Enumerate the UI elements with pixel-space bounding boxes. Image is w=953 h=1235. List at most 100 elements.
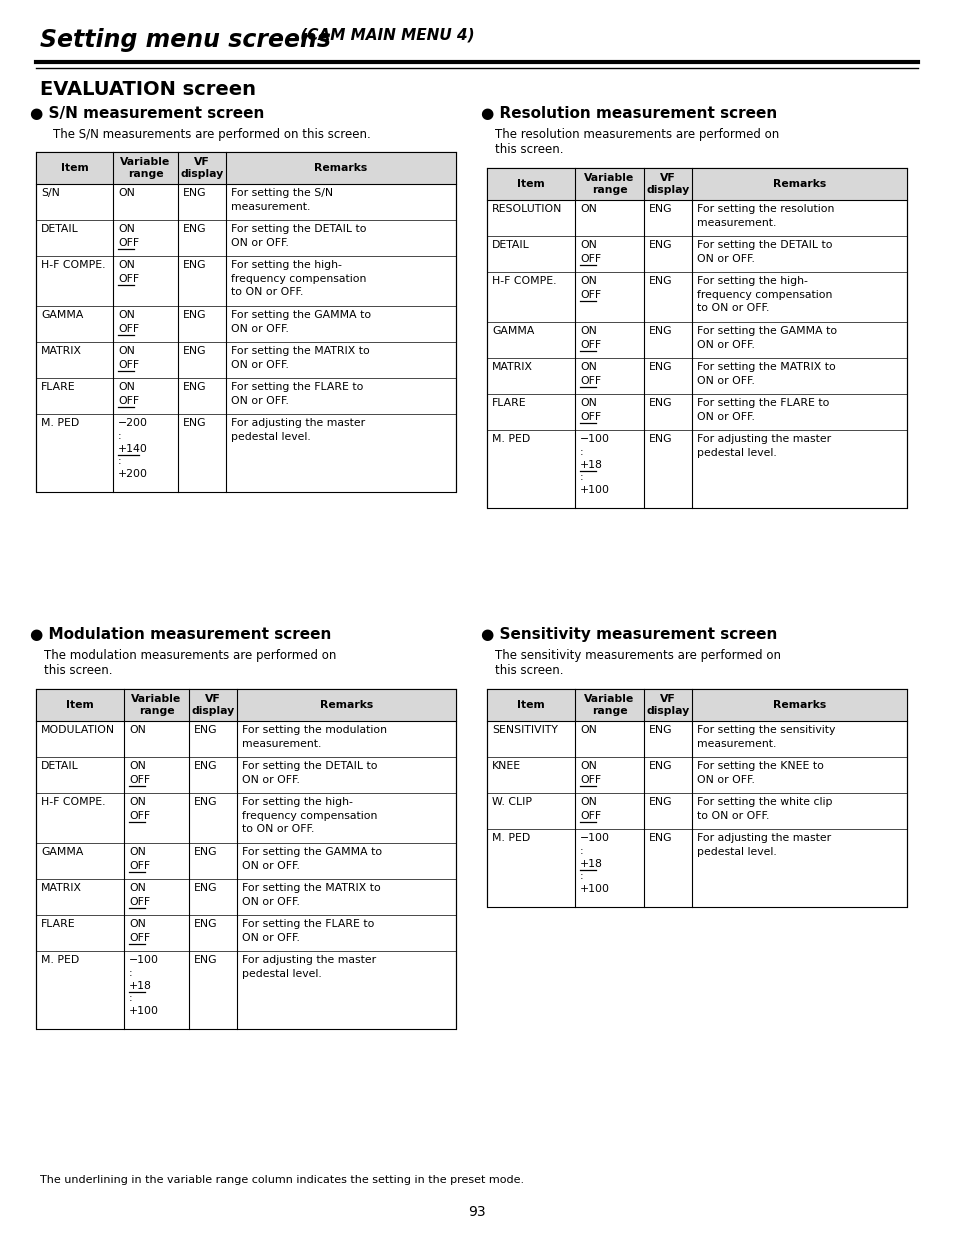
Text: ON or OFF.: ON or OFF. [697, 254, 754, 264]
Text: frequency compensation: frequency compensation [242, 810, 377, 821]
Text: :: : [579, 472, 583, 483]
Text: ON or OFF.: ON or OFF. [242, 776, 299, 785]
Text: DETAIL: DETAIL [492, 240, 529, 249]
Text: For adjusting the master: For adjusting the master [242, 955, 375, 965]
Text: The sensitivity measurements are performed on
this screen.: The sensitivity measurements are perform… [495, 650, 781, 677]
Text: FLARE: FLARE [41, 382, 75, 391]
Text: +100: +100 [129, 1007, 159, 1016]
Text: −100: −100 [579, 832, 609, 844]
Text: ON: ON [579, 275, 597, 287]
Text: For setting the GAMMA to: For setting the GAMMA to [231, 310, 371, 320]
Text: ENG: ENG [648, 832, 672, 844]
Text: ON: ON [579, 362, 597, 372]
Text: ON: ON [118, 382, 134, 391]
Text: ON or OFF.: ON or OFF. [697, 412, 754, 422]
Text: ON or OFF.: ON or OFF. [242, 861, 299, 871]
Text: Remarks: Remarks [314, 163, 367, 173]
Text: Item: Item [517, 700, 544, 710]
Text: ENG: ENG [193, 725, 217, 735]
Text: :: : [129, 993, 132, 1003]
Text: Item: Item [517, 179, 544, 189]
Text: OFF: OFF [118, 396, 139, 406]
Text: ON: ON [129, 883, 146, 893]
Text: ON: ON [118, 261, 134, 270]
Text: For setting the resolution: For setting the resolution [697, 204, 834, 214]
Bar [486, 168, 906, 200]
Text: pedestal level.: pedestal level. [242, 969, 321, 979]
Text: ON or OFF.: ON or OFF. [697, 375, 754, 387]
Text: −100: −100 [579, 433, 609, 445]
Text: ON: ON [129, 919, 146, 929]
Text: OFF: OFF [579, 811, 600, 821]
Text: ENG: ENG [183, 310, 206, 320]
Text: :: : [579, 846, 583, 856]
Text: +100: +100 [579, 884, 609, 894]
Text: ENG: ENG [183, 417, 206, 429]
Text: measurement.: measurement. [231, 203, 310, 212]
Text: +18: +18 [579, 459, 602, 469]
Text: 93: 93 [468, 1205, 485, 1219]
Text: +18: +18 [579, 858, 602, 868]
Text: H-F COMPE.: H-F COMPE. [492, 275, 556, 287]
Text: KNEE: KNEE [492, 761, 520, 771]
Text: For setting the FLARE to: For setting the FLARE to [231, 382, 363, 391]
Text: ENG: ENG [648, 204, 672, 214]
Text: M. PED: M. PED [492, 433, 530, 445]
Text: For setting the DETAIL to: For setting the DETAIL to [231, 224, 366, 233]
Text: ENG: ENG [648, 275, 672, 287]
Text: OFF: OFF [579, 412, 600, 422]
Text: measurement.: measurement. [697, 739, 776, 748]
Text: pedestal level.: pedestal level. [231, 432, 311, 442]
Text: For adjusting the master: For adjusting the master [697, 832, 830, 844]
Text: ON: ON [129, 797, 146, 806]
Text: ON or OFF.: ON or OFF. [231, 324, 289, 333]
Text: ● S/N measurement screen: ● S/N measurement screen [30, 106, 264, 121]
Text: MODULATION: MODULATION [41, 725, 115, 735]
Text: ON: ON [579, 725, 597, 735]
Text: OFF: OFF [579, 290, 600, 300]
Text: ON: ON [579, 398, 597, 408]
Text: ENG: ENG [648, 398, 672, 408]
Text: OFF: OFF [579, 375, 600, 387]
Text: ON: ON [118, 188, 134, 198]
Text: The resolution measurements are performed on
this screen.: The resolution measurements are performe… [495, 128, 779, 156]
Text: M. PED: M. PED [41, 417, 79, 429]
Bar [486, 168, 906, 508]
Text: :: : [579, 447, 583, 457]
Text: ENG: ENG [648, 362, 672, 372]
Text: measurement.: measurement. [242, 739, 321, 748]
Text: Variable
range: Variable range [120, 157, 171, 179]
Text: to ON or OFF.: to ON or OFF. [697, 811, 768, 821]
Text: DETAIL: DETAIL [41, 224, 79, 233]
Text: ON: ON [118, 224, 134, 233]
Text: OFF: OFF [118, 324, 139, 333]
Text: The S/N measurements are performed on this screen.: The S/N measurements are performed on th… [52, 128, 370, 141]
Text: ON: ON [579, 204, 597, 214]
Text: ENG: ENG [648, 797, 672, 806]
Text: ON or OFF.: ON or OFF. [231, 396, 289, 406]
Text: ON: ON [579, 240, 597, 249]
Text: ON: ON [118, 346, 134, 356]
Text: For setting the DETAIL to: For setting the DETAIL to [242, 761, 377, 771]
Text: to ON or OFF.: to ON or OFF. [231, 288, 303, 298]
Text: MATRIX: MATRIX [41, 883, 82, 893]
Text: (CAM MAIN MENU 4): (CAM MAIN MENU 4) [294, 28, 475, 43]
Text: Variable
range: Variable range [132, 694, 181, 716]
Text: For setting the modulation: For setting the modulation [242, 725, 387, 735]
Text: M. PED: M. PED [41, 955, 79, 965]
Text: W. CLIP: W. CLIP [492, 797, 532, 806]
Text: For setting the sensitivity: For setting the sensitivity [697, 725, 835, 735]
Bar [36, 689, 456, 721]
Text: ENG: ENG [193, 955, 217, 965]
Text: ● Sensitivity measurement screen: ● Sensitivity measurement screen [480, 627, 777, 642]
Text: ON: ON [579, 761, 597, 771]
Text: VF
display: VF display [192, 694, 234, 716]
Text: ● Modulation measurement screen: ● Modulation measurement screen [30, 627, 331, 642]
Text: measurement.: measurement. [697, 219, 776, 228]
Text: Variable
range: Variable range [584, 694, 634, 716]
Text: ON: ON [129, 761, 146, 771]
Text: FLARE: FLARE [41, 919, 75, 929]
Text: ON or OFF.: ON or OFF. [697, 340, 754, 350]
Text: Variable
range: Variable range [584, 173, 634, 195]
Text: For setting the GAMMA to: For setting the GAMMA to [242, 847, 382, 857]
